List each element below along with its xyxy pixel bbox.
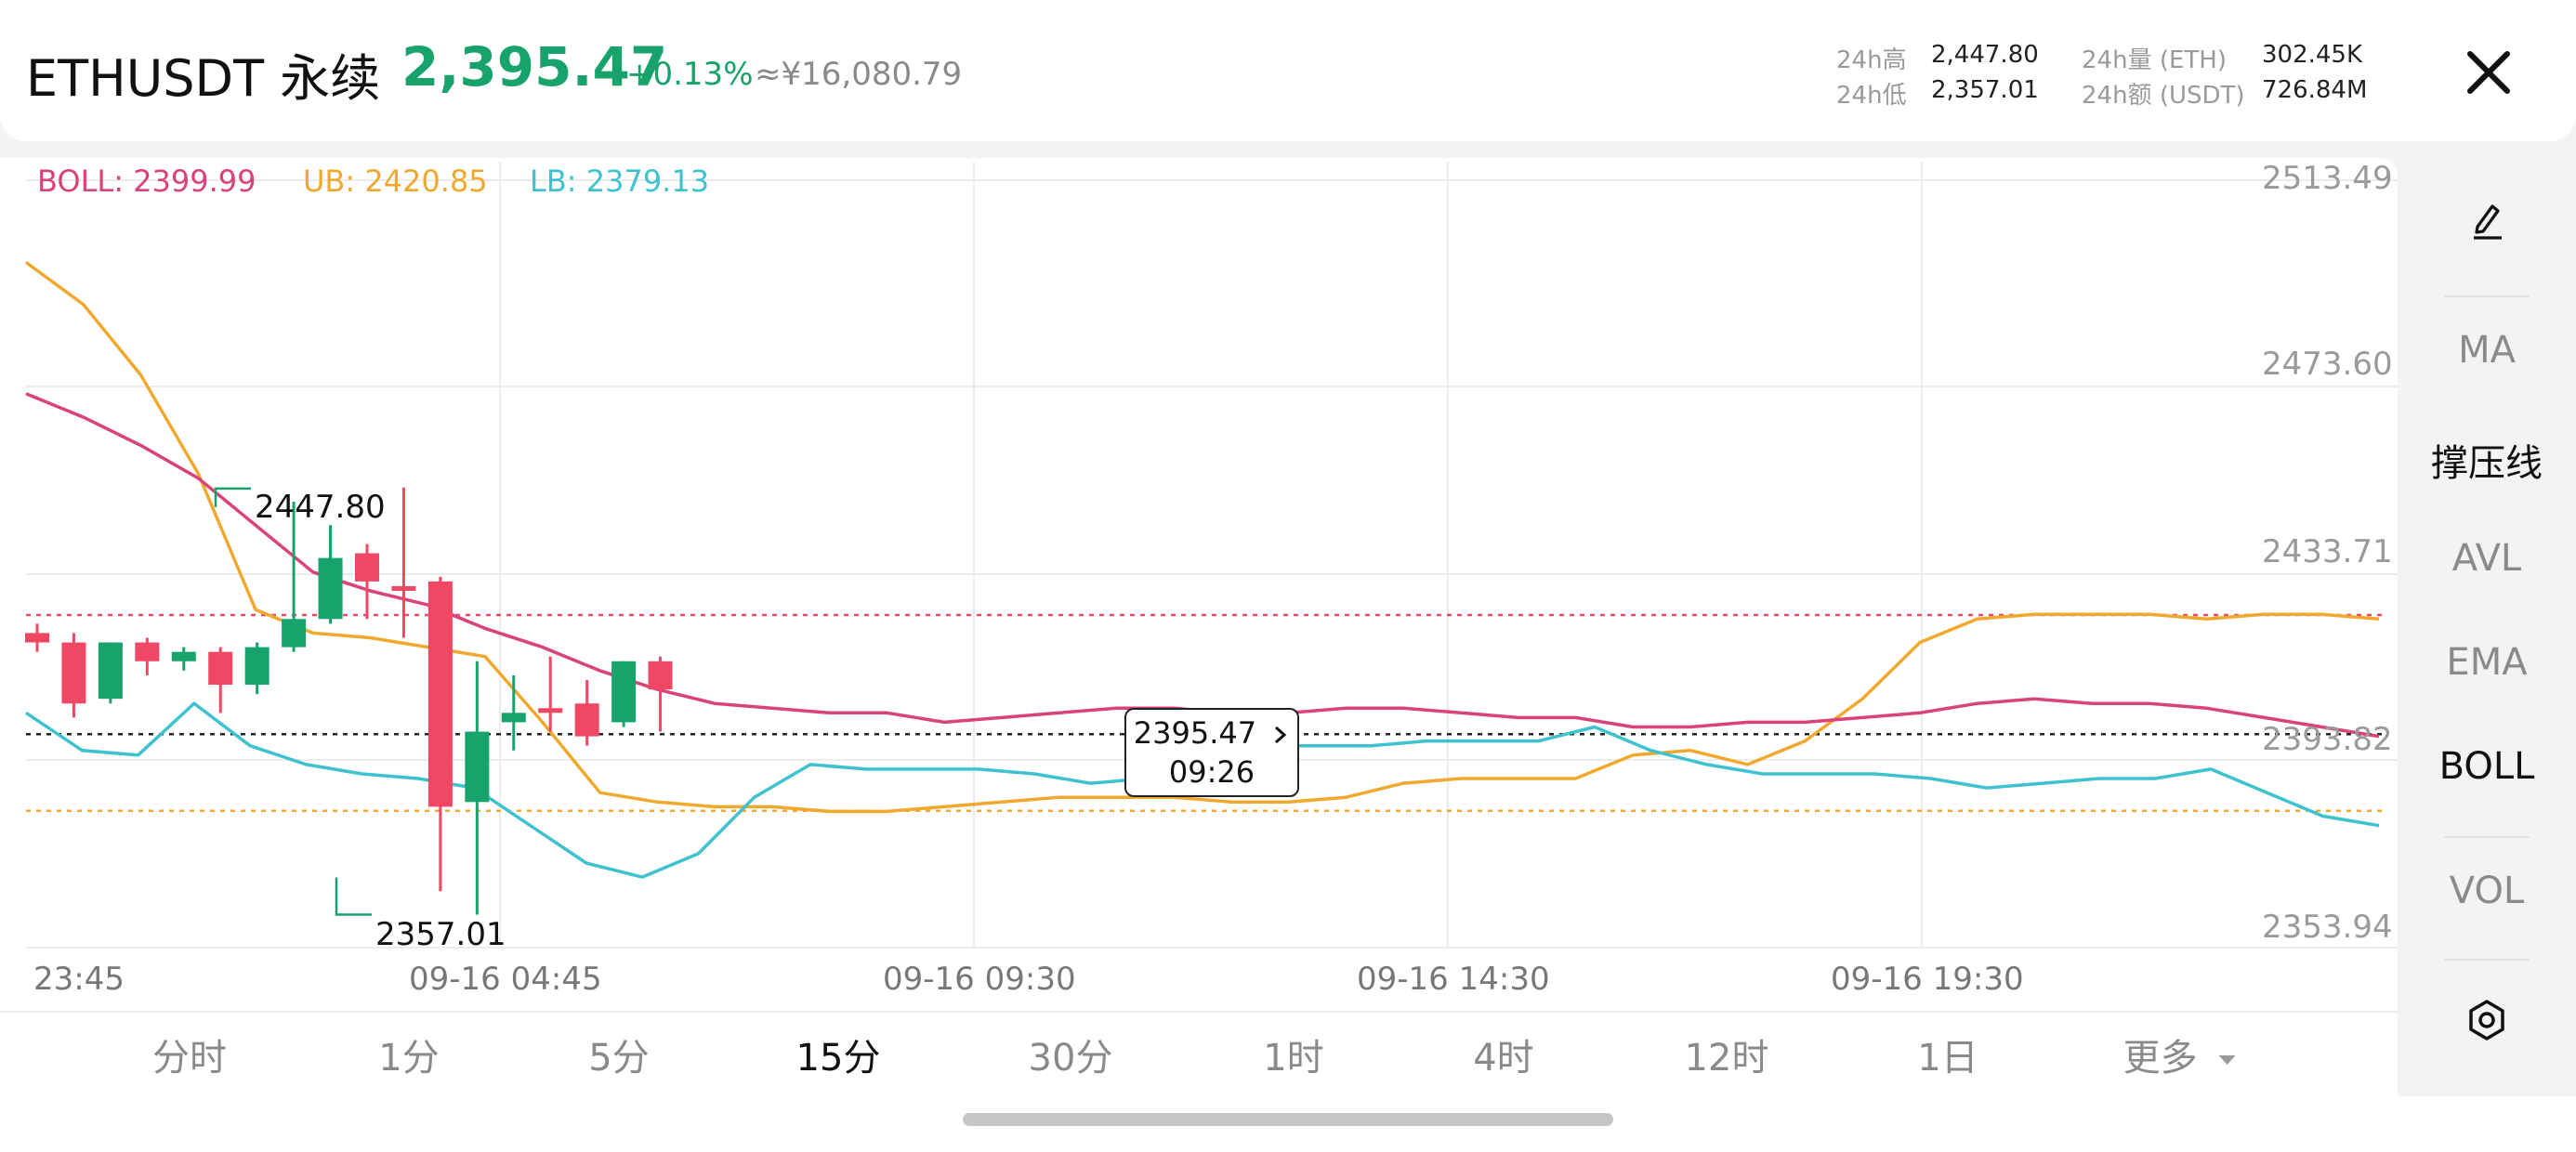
stat-vol-usdt-value: 726.84M xyxy=(2262,76,2368,104)
boll-upper-band-line xyxy=(24,260,2380,814)
indicator-vol[interactable]: VOL xyxy=(2449,870,2525,912)
time-tick: 09-16 14:30 xyxy=(1357,961,1550,998)
candle-body xyxy=(611,661,637,723)
tooltip-time: 09:26 xyxy=(1168,754,1255,790)
stat-vol-usdt-label: 24h额 (USDT) xyxy=(2082,82,2245,110)
tab-30m[interactable]: 30分 xyxy=(1028,1037,1113,1080)
indicator-ema[interactable]: EMA xyxy=(2446,641,2528,684)
stat-high-label: 24h高 xyxy=(1836,46,1907,74)
tab-1d[interactable]: 1日 xyxy=(1917,1037,1978,1080)
indicator-ma[interactable]: MA xyxy=(2458,329,2516,372)
tab-5m[interactable]: 5分 xyxy=(588,1037,650,1080)
candle-body xyxy=(391,585,416,591)
indicator-settings-button[interactable] xyxy=(2398,998,2576,1052)
stat-vol-eth-label: 24h量 (ETH) xyxy=(2082,46,2227,74)
candle-body xyxy=(208,651,233,686)
pencil-icon xyxy=(2474,204,2502,240)
sidebar-divider xyxy=(2444,295,2530,297)
legend-ub: UB: 2420.85 xyxy=(303,164,488,199)
legend-boll: BOLL: 2399.99 xyxy=(37,164,256,199)
tab-timeline[interactable]: 分时 xyxy=(152,1037,227,1080)
cny-price: ≈¥16,080.79 xyxy=(755,56,963,93)
candle-body xyxy=(318,557,343,620)
indicator-support-resistance[interactable]: 撑压线 xyxy=(2431,442,2543,485)
tab-1h[interactable]: 1时 xyxy=(1263,1037,1324,1080)
close-icon xyxy=(2467,51,2510,94)
symbol-title[interactable]: ETHUSDT 永续 xyxy=(26,49,381,108)
price-tooltip[interactable]: 2395.47 09:26 xyxy=(1124,708,1299,797)
price-tick: 2513.49 xyxy=(2262,160,2393,197)
time-tick: 09-16 19:30 xyxy=(1831,961,2024,998)
close-button[interactable] xyxy=(2453,37,2524,108)
time-tick: 23:45 xyxy=(33,961,125,998)
stat-vol-eth-value: 302.45K xyxy=(2262,41,2363,69)
candle-body xyxy=(465,731,490,803)
indicator-boll[interactable]: BOLL xyxy=(2438,745,2535,788)
low-marker-label: 2357.01 xyxy=(375,916,506,953)
candle-body xyxy=(25,633,49,643)
tab-more[interactable]: 更多 xyxy=(2123,1028,2238,1081)
last-price: 2,395.47 xyxy=(401,35,668,98)
stat-high-value: 2,447.80 xyxy=(1931,41,2039,69)
tab-12h[interactable]: 12时 xyxy=(1684,1037,1769,1080)
tooltip-price: 2395.47 xyxy=(1133,715,1257,751)
price-change-percent: +0.13% xyxy=(626,56,754,93)
time-tick: 09-16 09:30 xyxy=(883,961,1076,998)
stat-low-label: 24h低 xyxy=(1836,82,1907,110)
caret-down-icon xyxy=(2218,1055,2236,1065)
candle-body xyxy=(171,651,196,661)
timeframe-tabs: 分时 1分 5分 15分 30分 1时 4时 12时 1日 更多 xyxy=(0,1011,2398,1098)
tab-more-label: 更多 xyxy=(2123,1037,2198,1080)
candle-body xyxy=(574,703,599,737)
candle-body xyxy=(538,708,563,713)
home-indicator[interactable] xyxy=(963,1113,1613,1126)
price-tick: 2433.71 xyxy=(2262,533,2393,570)
candle-body xyxy=(61,642,86,704)
indicator-sidebar: MA 撑压线 AVL EMA BOLL VOL xyxy=(2398,158,2576,1096)
price-tick: 2473.60 xyxy=(2262,346,2393,383)
draw-tool-button[interactable] xyxy=(2398,199,2576,249)
candle-body xyxy=(244,647,269,686)
candle-body xyxy=(501,713,526,723)
high-marker-label: 2447.80 xyxy=(255,489,386,526)
chart-panel[interactable] xyxy=(0,158,2398,1011)
tab-1m[interactable]: 1分 xyxy=(378,1037,440,1080)
candle-body xyxy=(282,619,307,648)
indicator-avl[interactable]: AVL xyxy=(2451,537,2522,580)
sidebar-divider xyxy=(2444,959,2530,961)
legend-lb: LB: 2379.13 xyxy=(530,164,710,199)
tab-4h[interactable]: 4时 xyxy=(1473,1037,1534,1080)
stat-low-value: 2,357.01 xyxy=(1931,76,2039,104)
low-marker-leader xyxy=(335,877,372,916)
price-tick: 2353.94 xyxy=(2262,909,2393,946)
candle-body xyxy=(355,553,379,582)
time-tick: 09-16 04:45 xyxy=(409,961,602,998)
candle-body xyxy=(427,581,453,807)
price-tick: 2393.82 xyxy=(2262,721,2393,758)
sidebar-divider xyxy=(2444,836,2530,838)
tab-15m[interactable]: 15分 xyxy=(795,1037,881,1080)
candle-body xyxy=(648,661,673,690)
settings-icon xyxy=(2469,1000,2504,1041)
candle-body xyxy=(135,642,160,661)
header-bar: ETHUSDT 永续 2,395.47 +0.13% ≈¥16,080.79 2… xyxy=(0,0,2576,141)
chevron-right-icon xyxy=(1275,726,1287,744)
candle-body xyxy=(98,642,123,700)
high-marker-leader xyxy=(214,487,251,507)
